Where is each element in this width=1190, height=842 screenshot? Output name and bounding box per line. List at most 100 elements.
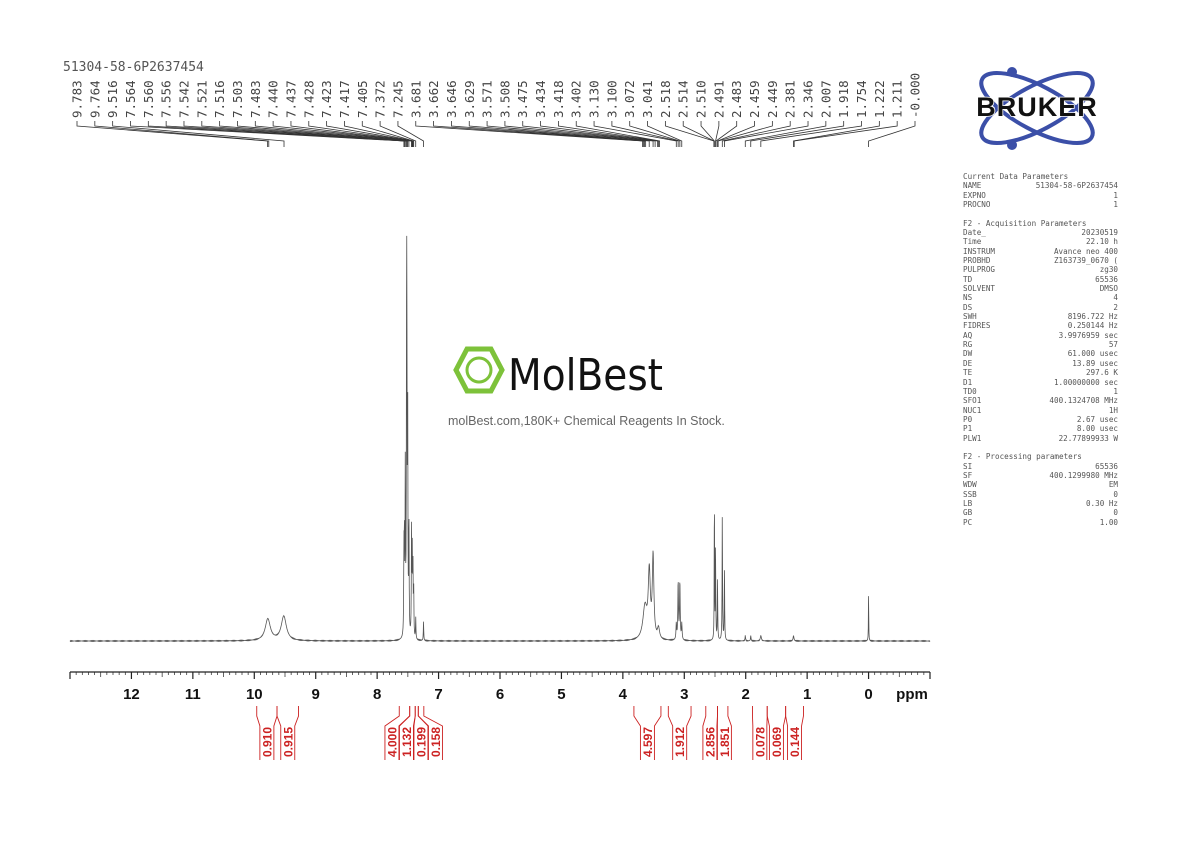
parameter-group-title: Current Data Parameters [963,172,1069,181]
parameter-key: TD [963,274,973,284]
molbest-watermark: MolBest [448,340,748,405]
peak-label: 1.754 [854,80,869,118]
parameter-group: F2 - Processing parameters SI 65536 SF 400.1… [963,452,1118,527]
peak-label-connector [237,121,409,147]
parameter-value: 8196.722 Hz [1067,312,1118,322]
sample-name: 51304-58-6P2637454 [63,60,204,75]
parameter-value: 51304-58-6P2637454 [1035,181,1118,191]
peak-label: 3.402 [569,80,584,118]
integral-value: 0.915 [281,727,295,757]
acquisition-parameters-panel: Current Data Parameters NAME 51304-58-6P26… [963,172,1118,536]
parameter-key: SWH [963,312,977,322]
peak-label: 7.440 [266,80,281,118]
parameter-key: AQ [963,330,973,340]
peak-label: 3.100 [604,80,619,118]
peak-label: 2.449 [765,80,780,118]
peak-label: 7.437 [283,80,298,118]
peak-label-connector [715,121,738,147]
peak-label-connector [433,121,645,147]
peak-label-connector [682,121,715,147]
watermark-tagline: molBest.com,180K+ Chemical Reagents In S… [448,414,725,428]
x-tick-label: 4 [619,686,628,703]
peak-label: 3.508 [497,80,512,118]
peak-label: 7.245 [390,80,405,118]
peak-label: 2.514 [676,80,691,118]
integral-value: 0.199 [414,727,428,757]
peak-label-connector [724,121,809,147]
parameter-row: RG 57 [963,340,1118,349]
parameter-value: 297.6 K [1085,368,1118,378]
peak-label: 9.764 [87,80,102,118]
parameter-row: SOLVENT DMSO [963,284,1118,293]
integral-value: 1.912 [673,727,687,757]
parameter-value: EM [1108,480,1118,490]
parameter-value: 400.1324708 MHz [1049,396,1118,406]
parameter-row: FIDRES 0.250144 Hz [963,321,1118,330]
x-tick-label: 11 [185,686,201,703]
parameter-value: 2.67 usec [1076,414,1118,424]
peak-label-connector [793,121,880,147]
integral-value: 1.851 [718,727,732,757]
x-tick-label: 5 [557,686,565,703]
peak-label: 7.521 [194,80,209,118]
parameter-row: DE 13.89 usec [963,359,1118,368]
parameter-key: D1 [963,377,973,387]
x-tick-label: 0 [864,686,872,703]
peak-label-connector [593,121,677,147]
integral-value: 4.000 [385,727,399,757]
parameter-row: PROBHD Z163739_0670 ( [963,256,1118,265]
parameter-key: Date_ [963,228,986,238]
peak-label-connector [397,121,424,147]
parameter-key: SOLVENT [963,284,996,294]
peak-label-connector [750,121,845,147]
peak-label-connector [344,121,414,147]
x-tick-label: 8 [373,686,381,703]
peak-label: 7.542 [176,80,191,118]
parameter-group: Current Data Parameters NAME 51304-58-6P26… [963,172,1118,209]
parameter-group-title: F2 - Acquisition Parameters [963,218,1087,228]
peak-label: 7.503 [230,80,245,118]
peak-label-connector [468,121,647,147]
parameter-key: TD0 [963,386,977,396]
peak-label-connector [721,121,791,147]
integral-value: 0.158 [429,727,443,757]
parameter-value: 65536 [1095,274,1118,284]
integral-value: 0.069 [770,727,784,757]
peak-label-connector [717,121,755,147]
integral-value: 1.132 [400,727,414,757]
parameter-row: Date_ 20230519 [963,228,1118,237]
parameter-value: Z163739_0670 ( [1053,256,1118,266]
peak-label: 1.211 [890,80,905,118]
integral-bracket [256,706,261,760]
parameter-key: PROBHD [963,256,991,266]
parameter-value: 0 [1113,508,1118,518]
integral-bracket [686,706,692,760]
parameter-key: Time [963,237,982,247]
parameter-row: TD0 1 [963,387,1118,396]
parameter-value: 400.1299980 MHz [1049,470,1118,480]
peak-label-connector [540,121,659,147]
peak-label: 3.571 [480,80,495,118]
peak-label-connector [664,121,715,147]
peak-label: 3.475 [515,80,530,118]
parameter-value: 1.00 [1099,517,1118,527]
parameter-value: 22.10 h [1085,237,1118,247]
parameter-row: P1 8.00 usec [963,424,1118,433]
parameter-row: PLW1 22.77899933 W [963,434,1118,443]
parameter-value: zg30 [1099,265,1118,275]
parameter-value: 0.30 Hz [1085,498,1118,508]
parameter-value: 0.250144 Hz [1067,321,1118,331]
integral-bracket [653,706,662,760]
parameter-key: INSTRUM [963,246,996,256]
parameter-row: SWH 8196.722 Hz [963,312,1118,321]
integral-bracket [766,706,770,760]
parameter-key: RG [963,340,973,350]
peak-label: 7.516 [212,80,227,118]
parameter-key: NAME [963,181,982,191]
x-axis-label: ppm [896,686,928,703]
peak-label-connector [558,121,660,147]
parameter-row: Time 22.10 h [963,237,1118,246]
peak-label-connector [183,121,406,147]
peak-label: 3.434 [533,80,548,118]
